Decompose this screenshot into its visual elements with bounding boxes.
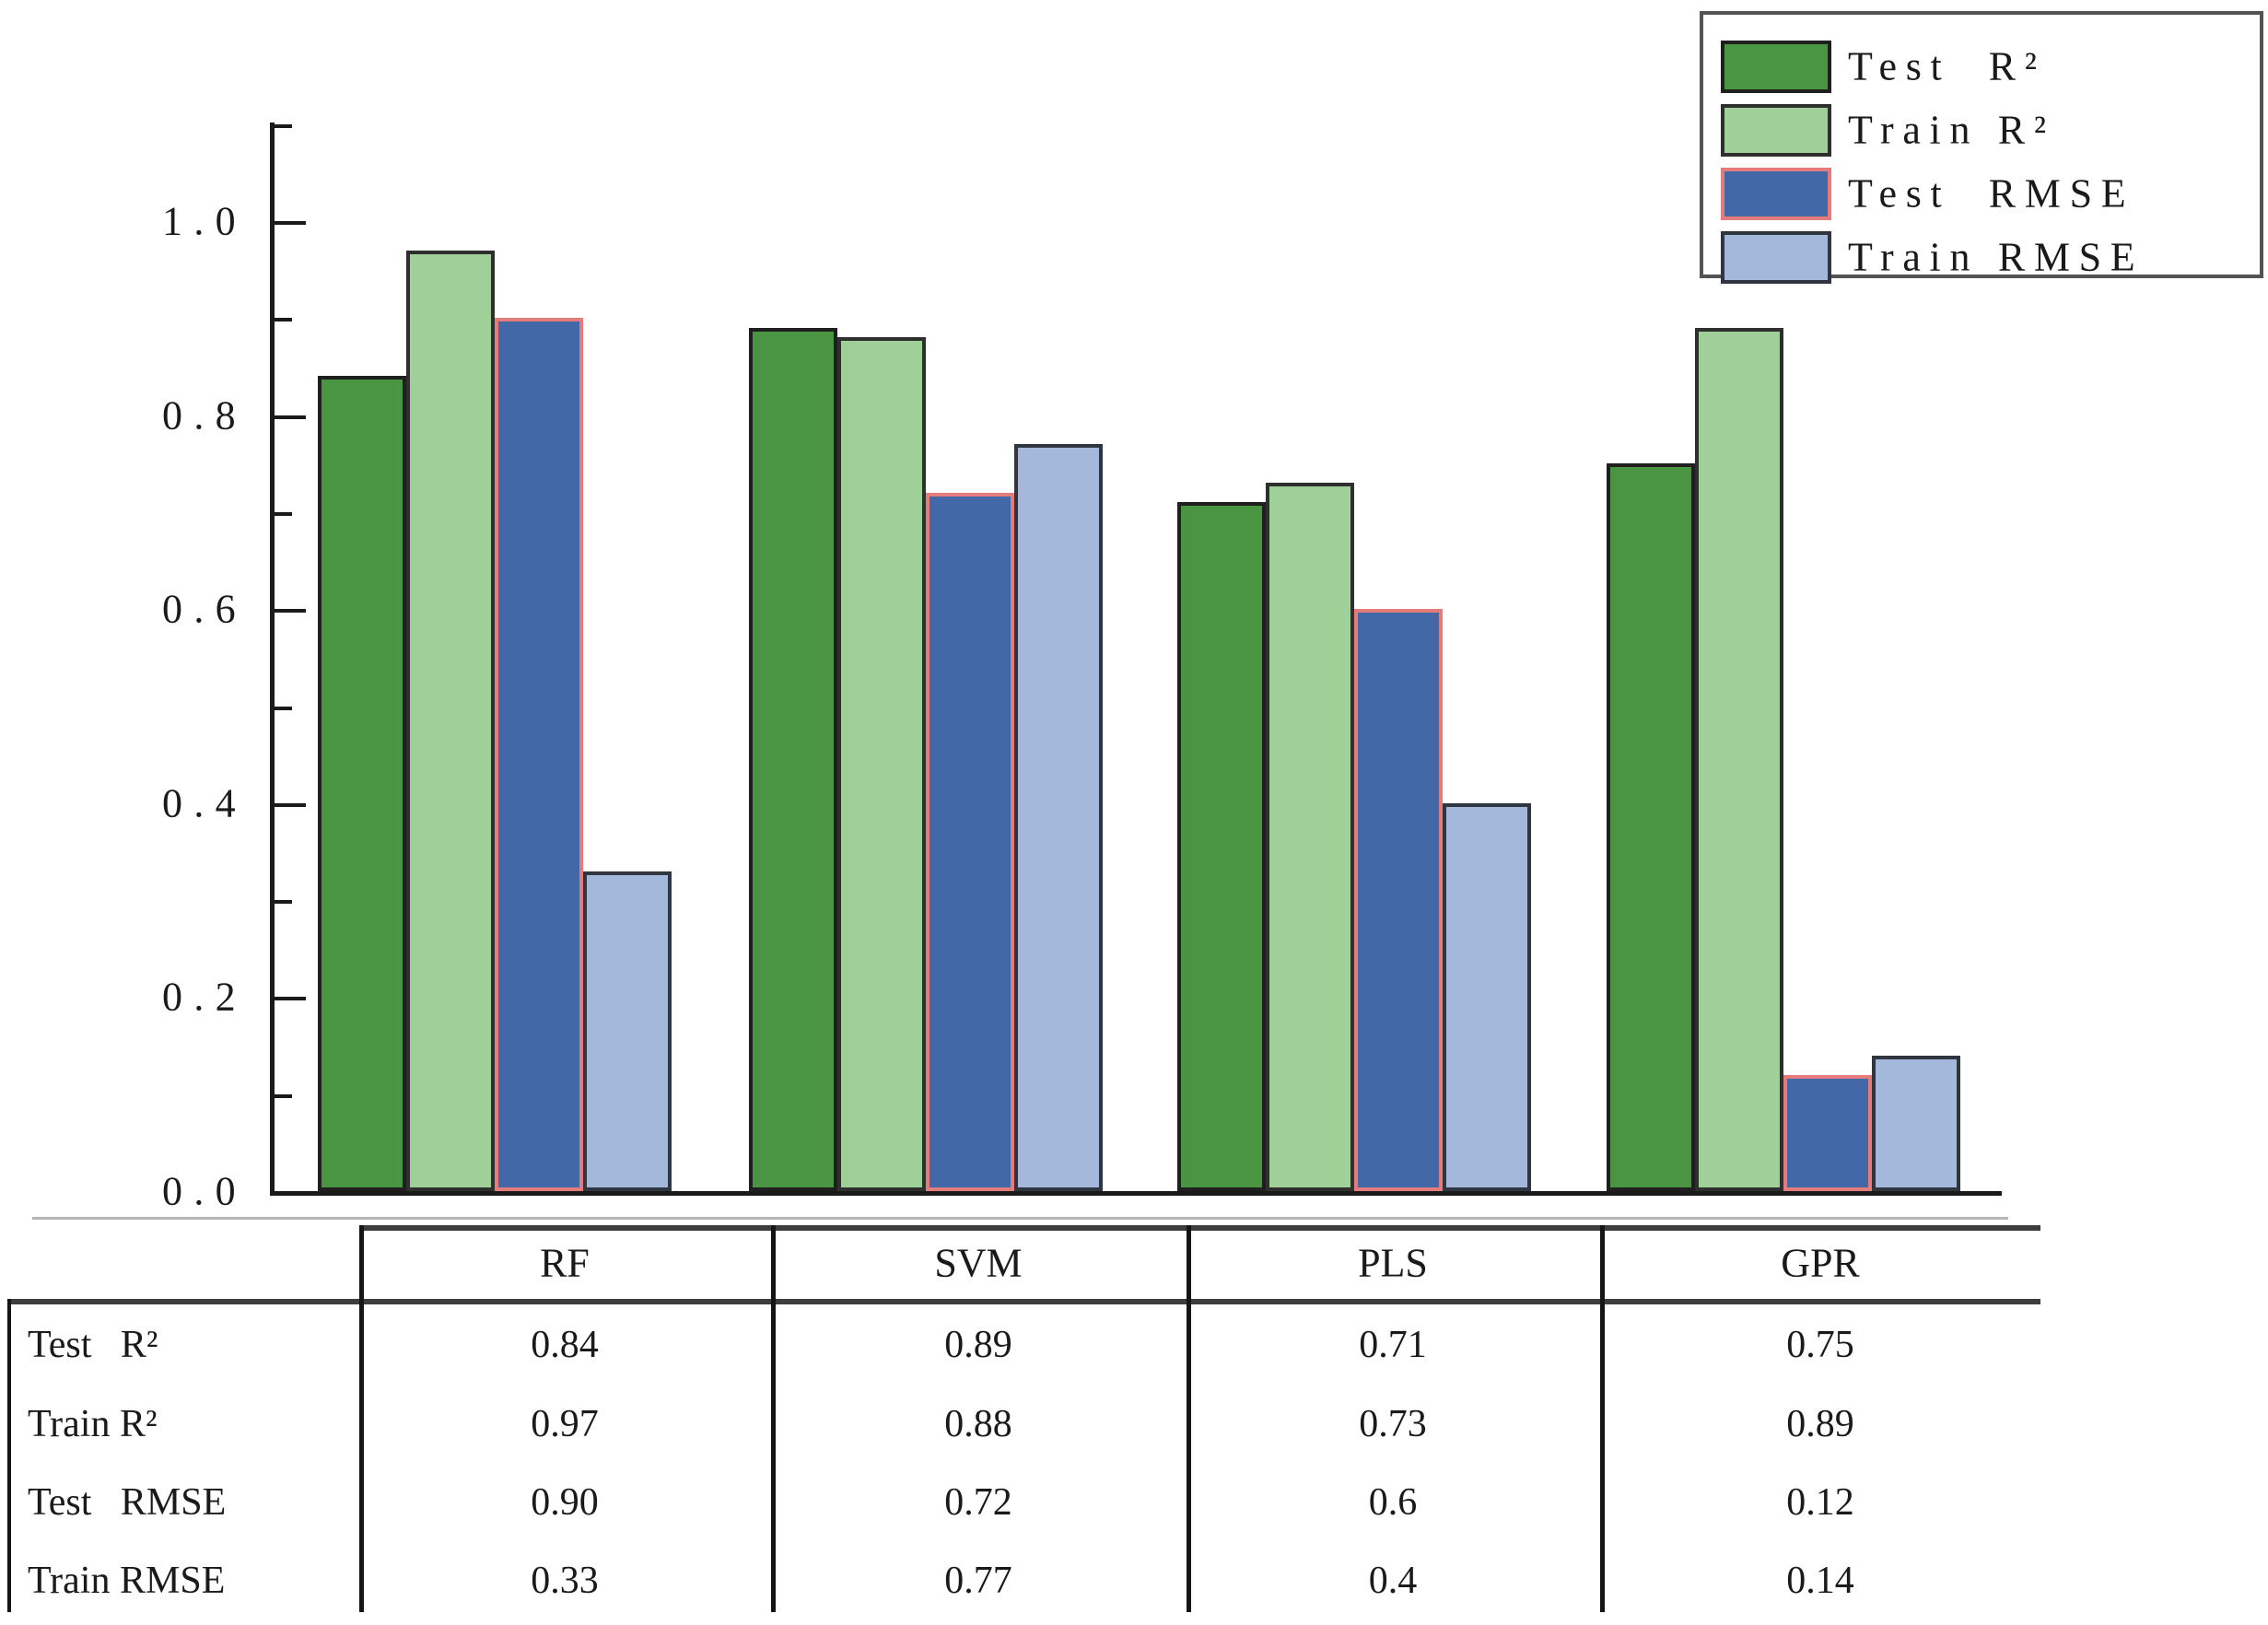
table-cell-3-3: 0.14 — [1786, 1560, 1854, 1602]
table-row-label-2: Test RMSE — [28, 1481, 227, 1524]
table-cell-3-2: 0.4 — [1368, 1560, 1418, 1602]
y-minor-tick-0.1 — [275, 1094, 292, 1098]
bar-pls-series3 — [1443, 803, 1531, 1191]
table-cell-2-1: 0.72 — [944, 1481, 1012, 1524]
y-axis-line — [270, 123, 275, 1196]
bar-svm-series3 — [1014, 444, 1103, 1191]
table-left-border — [7, 1299, 11, 1612]
table-row-label-3: Train RMSE — [28, 1560, 226, 1602]
table-cell-3-1: 0.77 — [944, 1560, 1012, 1602]
legend-label-3: Train RMSE — [1848, 234, 2145, 280]
bar-svm-series0 — [749, 328, 837, 1191]
y-minor-tick-0.9 — [275, 318, 292, 321]
bar-pls-series1 — [1266, 483, 1354, 1191]
table-header-bottom-border — [7, 1299, 2040, 1304]
y-minor-tick-0.7 — [275, 512, 292, 516]
bar-rf-series0 — [318, 376, 406, 1191]
table-row-label-1: Train R² — [28, 1403, 158, 1445]
y-minor-tick-0.3 — [275, 900, 292, 904]
bar-gpr-series0 — [1607, 463, 1695, 1191]
bar-rf-series1 — [406, 251, 495, 1191]
y-minor-tick-1.1 — [275, 124, 292, 128]
chart-table-divider-line — [32, 1217, 2008, 1220]
y-major-tick-0.8 — [275, 415, 306, 419]
bar-gpr-series3 — [1872, 1056, 1960, 1191]
bar-gpr-series2 — [1783, 1075, 1872, 1191]
table-cell-3-0: 0.33 — [531, 1560, 599, 1602]
y-tick-label-0.6: 0.6 — [162, 586, 247, 632]
table-cell-0-3: 0.75 — [1786, 1324, 1854, 1366]
table-column-line-3 — [1600, 1225, 1605, 1612]
bar-pls-series0 — [1177, 502, 1266, 1191]
table-cell-1-0: 0.97 — [531, 1403, 599, 1445]
bar-gpr-series1 — [1695, 328, 1783, 1191]
table-column-line-2 — [1187, 1225, 1191, 1612]
table-header-pls: PLS — [1358, 1240, 1428, 1286]
y-major-tick-0.0 — [275, 1191, 306, 1195]
legend-swatch-3 — [1721, 230, 1831, 284]
y-minor-tick-0.5 — [275, 707, 292, 710]
table-row-label-0: Test R² — [28, 1324, 158, 1366]
y-tick-label-0.2: 0.2 — [162, 974, 247, 1020]
table-cell-2-3: 0.12 — [1786, 1481, 1854, 1524]
table-header-rf: RF — [540, 1240, 590, 1286]
y-major-tick-0.4 — [275, 803, 306, 807]
table-cell-0-1: 0.89 — [944, 1324, 1012, 1366]
y-tick-label-0.4: 0.4 — [162, 780, 247, 826]
bar-svm-series2 — [926, 493, 1014, 1191]
bar-rf-series2 — [495, 318, 583, 1191]
table-column-line-0 — [359, 1225, 364, 1612]
bar-svm-series1 — [837, 337, 926, 1191]
table-cell-0-0: 0.84 — [531, 1324, 599, 1366]
table-cell-2-0: 0.90 — [531, 1481, 599, 1524]
y-major-tick-0.6 — [275, 609, 306, 613]
table-cell-1-3: 0.89 — [1786, 1403, 1854, 1445]
table-cell-2-2: 0.6 — [1368, 1481, 1418, 1524]
legend-label-2: Test RMSE — [1848, 170, 2135, 216]
x-axis-line — [270, 1191, 2002, 1196]
table-cell-1-1: 0.88 — [944, 1403, 1012, 1445]
y-major-tick-0.2 — [275, 997, 306, 1000]
y-tick-label-1.0: 1.0 — [162, 198, 247, 244]
y-major-tick-1.0 — [275, 221, 306, 225]
table-cell-1-2: 0.73 — [1359, 1403, 1427, 1445]
legend-label-1: Train R² — [1848, 107, 2055, 153]
legend-swatch-1 — [1721, 103, 1831, 157]
table-header-top-border — [359, 1225, 2040, 1231]
bar-pls-series2 — [1354, 609, 1443, 1191]
table-header-svm: SVM — [934, 1240, 1023, 1286]
table-cell-0-2: 0.71 — [1359, 1324, 1427, 1366]
y-tick-label-0.8: 0.8 — [162, 392, 247, 438]
legend-swatch-2 — [1721, 167, 1831, 220]
y-tick-label-0.0: 0.0 — [162, 1168, 247, 1214]
legend-label-0: Test R² — [1848, 43, 2046, 89]
bar-rf-series3 — [583, 871, 672, 1191]
table-column-line-1 — [771, 1225, 776, 1612]
legend-swatch-0 — [1721, 40, 1831, 93]
table-header-gpr: GPR — [1781, 1240, 1860, 1286]
